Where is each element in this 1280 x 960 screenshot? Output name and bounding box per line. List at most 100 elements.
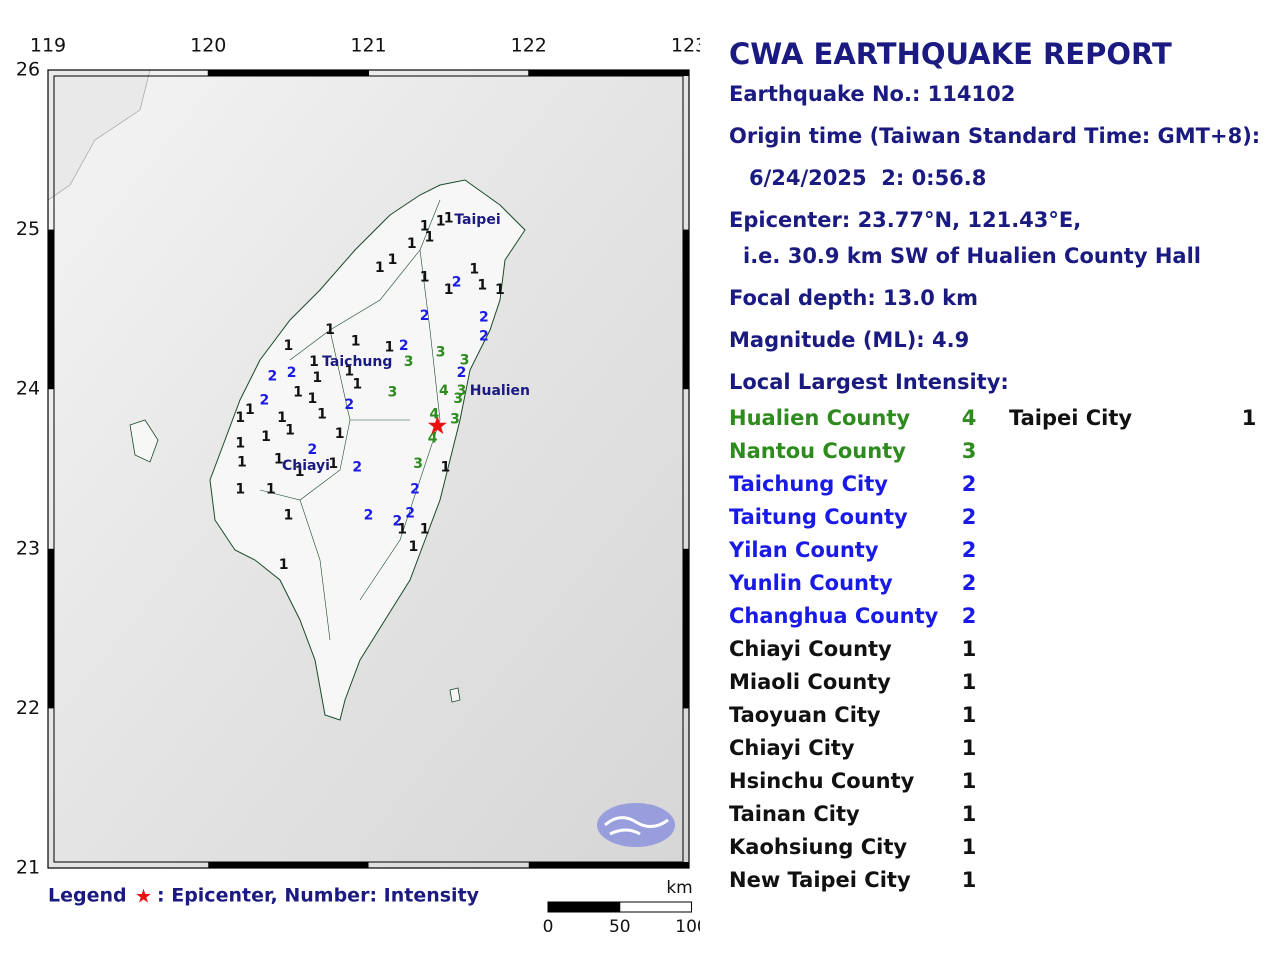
station-intensity: 4: [428, 431, 438, 447]
station-intensity: 2: [287, 365, 297, 381]
station-intensity: 3: [413, 456, 423, 472]
station-intensity: 1: [309, 354, 319, 370]
intensity-region: Miaoli County: [729, 670, 891, 694]
intensity-value: 4: [961, 406, 977, 430]
lat-tick-label: 22: [16, 697, 40, 719]
map: 1191201211221232122232425261111111112111…: [16, 35, 700, 938]
intensity-value: 2: [961, 571, 977, 595]
report-line: Earthquake No.: 114102: [729, 82, 1016, 106]
station-intensity: 1: [279, 557, 289, 573]
intensity-value: 2: [961, 472, 977, 496]
station-intensity: 1: [235, 435, 245, 451]
scale-unit: km: [666, 878, 692, 898]
station-intensity: 1: [235, 482, 245, 498]
lon-tick-label: 123: [671, 35, 700, 57]
station-intensity: 1: [397, 522, 407, 538]
intensity-region: Hsinchu County: [729, 769, 915, 793]
station-intensity: 1: [352, 376, 362, 392]
intensity-region: Nantou County: [729, 439, 906, 463]
lat-tick-label: 24: [16, 378, 40, 400]
intensity-region: Changhua County: [729, 604, 939, 628]
cwa-logo: [597, 803, 675, 847]
station-intensity: 1: [245, 402, 255, 418]
city-label: Hualien: [470, 383, 530, 399]
intensity-value: 1: [961, 802, 977, 826]
intensity-region: Taichung City: [729, 472, 888, 496]
intensity-value: 1: [961, 835, 977, 859]
station-intensity: 2: [259, 392, 269, 408]
lat-tick-label: 26: [16, 59, 40, 81]
scale-segment: [619, 901, 693, 913]
station-intensity: 2: [410, 482, 420, 498]
report-title: CWA EARTHQUAKE REPORT: [729, 37, 1172, 71]
station-intensity: 1: [328, 456, 338, 472]
intensity-region: Taoyuan City: [729, 703, 881, 727]
frame-bar: [208, 70, 369, 76]
station-intensity: 2: [457, 365, 467, 381]
station-intensity: 4: [439, 383, 449, 399]
report-line: 6/24/2025 2: 0:56.8: [749, 166, 987, 190]
station-intensity: 1: [420, 218, 430, 234]
station-intensity: 3: [404, 354, 414, 370]
frame-bar: [528, 862, 689, 868]
intensity-region: Kaohsiung City: [729, 835, 908, 859]
station-intensity: 2: [267, 368, 277, 384]
report-line: Local Largest Intensity:: [729, 370, 1009, 394]
station-intensity: 1: [285, 423, 295, 439]
station-intensity: 1: [420, 269, 430, 285]
station-intensity: 1: [441, 459, 451, 475]
station-intensity: 2: [479, 329, 489, 345]
station-intensity: 2: [364, 507, 374, 523]
legend-title: Legend: [48, 885, 127, 907]
taiwan-island: [209, 179, 526, 721]
city-label: Taipei: [454, 212, 500, 228]
frame-bar: [48, 229, 54, 390]
station-intensity: 1: [237, 455, 247, 471]
legend-text: : Epicenter, Number: Intensity: [157, 885, 480, 907]
intensity-value: 1: [961, 703, 977, 727]
station-intensity: 1: [325, 322, 335, 338]
station-intensity: 1: [335, 426, 345, 442]
intensity-region: Yunlin County: [729, 571, 893, 595]
lat-tick-label: 23: [16, 537, 40, 559]
station-intensity: 3: [436, 344, 446, 360]
scale-segment: [547, 901, 621, 913]
intensity-region: Taitung County: [729, 505, 908, 529]
penghu-islands: [129, 419, 159, 463]
intensity-value: 1: [961, 670, 977, 694]
frame-bar: [683, 229, 689, 390]
city-label: Taichung: [322, 354, 392, 370]
station-intensity: 1: [436, 214, 446, 230]
cwa-logo-wave: [604, 816, 669, 836]
lon-tick-label: 119: [30, 35, 66, 57]
intensity-region: Chiayi City: [729, 736, 855, 760]
intensity-value: 2: [961, 538, 977, 562]
frame-bar: [528, 70, 689, 76]
station-intensity: 2: [420, 308, 430, 324]
epicenter: [427, 415, 447, 434]
station-intensity: 3: [450, 412, 460, 428]
station-intensity: 1: [312, 370, 322, 386]
lat-tick-label: 21: [16, 857, 40, 879]
lon-tick-label: 120: [190, 35, 226, 57]
station-intensity: 2: [308, 442, 318, 458]
report-line: Focal depth: 13.0 km: [729, 286, 979, 310]
intensity-value: 2: [961, 505, 977, 529]
station-intensity: 1: [274, 451, 284, 467]
station-intensity: 1: [344, 364, 354, 380]
intensity-value: 2: [961, 604, 977, 628]
station-intensity: 1: [444, 210, 454, 226]
station-intensity: 3: [388, 384, 398, 400]
station-intensity: 3: [460, 352, 470, 368]
intensity-region: Hualien County: [729, 406, 911, 430]
station-intensity: 1: [408, 539, 418, 555]
station-intensity: 1: [384, 340, 394, 356]
station-intensity: 1: [308, 391, 318, 407]
frame-bar: [208, 862, 369, 868]
frame-bar: [683, 548, 689, 709]
lat-tick-label: 25: [16, 218, 40, 240]
station-intensity: 1: [495, 282, 505, 298]
station-intensity: 1: [477, 277, 487, 293]
intensity-region: Tainan City: [729, 802, 860, 826]
